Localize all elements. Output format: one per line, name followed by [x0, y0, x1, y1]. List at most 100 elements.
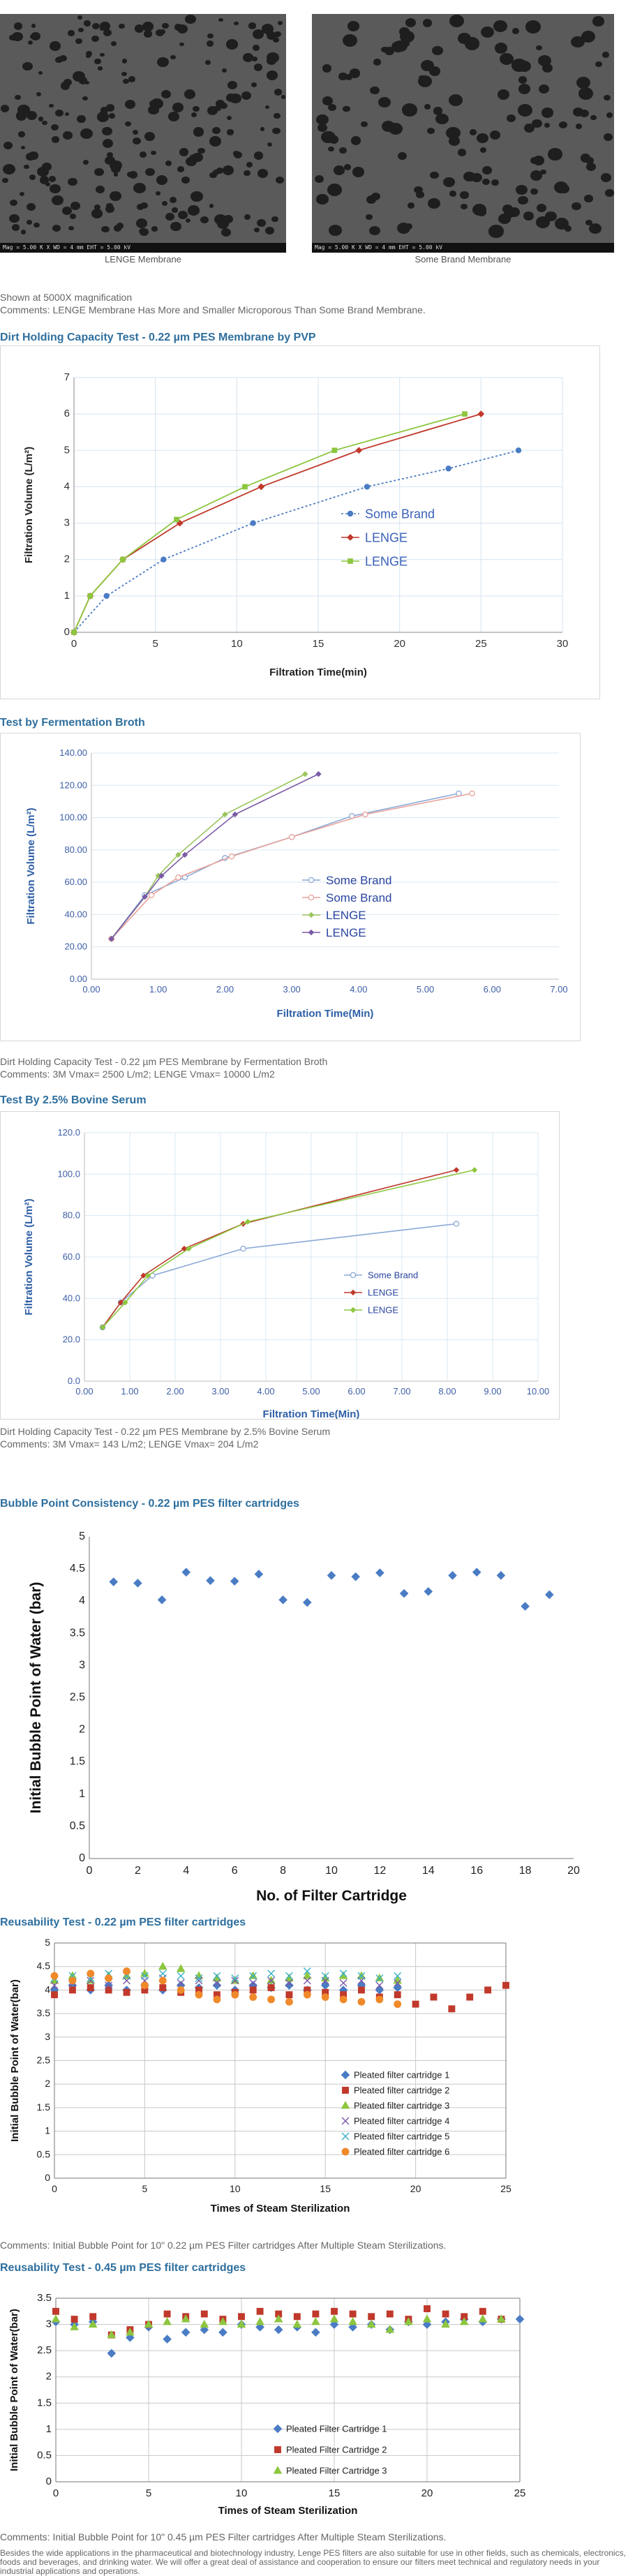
membrane-pore	[107, 151, 114, 158]
membrane-pore	[460, 191, 469, 199]
membrane-pore	[98, 66, 103, 70]
membrane-pore	[316, 114, 329, 125]
membrane-pore	[179, 147, 189, 156]
broth-note: Dirt Holding Capacity Test - 0.22 µm PES…	[0, 1056, 328, 1067]
y-tick-label: 5	[64, 444, 70, 456]
data-point	[304, 1986, 311, 1994]
membrane-pore	[212, 170, 219, 175]
y-tick-label: 1	[79, 1788, 85, 1800]
y-tick-label: 1	[46, 2423, 52, 2435]
membrane-pore	[402, 103, 417, 117]
y-tick-label: 100.00	[59, 812, 87, 823]
y-tick-label: 3.5	[37, 2292, 52, 2304]
data-point	[51, 2314, 61, 2323]
membrane-pore	[322, 64, 332, 73]
data-point	[329, 2314, 339, 2323]
data-point	[308, 894, 315, 901]
x-tick-label: 0.00	[82, 984, 100, 995]
data-point	[497, 2314, 506, 2323]
membrane-pore	[227, 129, 234, 135]
data-point	[274, 2446, 281, 2453]
membrane-pore	[19, 192, 24, 197]
membrane-pore	[10, 34, 17, 40]
data-point	[244, 1219, 251, 1225]
membrane-pore	[122, 59, 128, 64]
footer-paragraph: Besides the wide applications in the pha…	[0, 2548, 626, 2576]
data-point	[479, 2307, 486, 2315]
membrane-pore	[177, 166, 185, 173]
membrane-pore	[329, 135, 339, 144]
membrane-pore	[193, 106, 200, 112]
data-point	[160, 556, 167, 563]
data-point	[133, 1579, 142, 1588]
data-point	[412, 2000, 419, 2008]
y-tick-label: 3.5	[70, 1627, 85, 1639]
x-tick-label: 6.00	[348, 1386, 365, 1397]
membrane-pore	[253, 64, 263, 71]
membrane-pore	[536, 45, 543, 51]
membrane-pore	[170, 54, 177, 60]
membrane-pore	[274, 113, 281, 119]
membrane-pore	[329, 224, 342, 236]
membrane-pore	[580, 110, 590, 118]
data-point	[274, 2314, 283, 2323]
membrane-pore	[49, 184, 61, 194]
membrane-pore	[20, 230, 27, 234]
membrane-pore	[55, 57, 62, 63]
data-point	[285, 1979, 293, 1987]
membrane-pore	[327, 183, 342, 196]
membrane-pore	[105, 205, 114, 214]
series-line	[111, 793, 459, 939]
membrane-pore	[328, 146, 334, 152]
data-point	[327, 1571, 336, 1580]
membrane-pore	[498, 89, 510, 100]
membrane-pore	[110, 191, 121, 201]
data-point	[250, 520, 256, 526]
membrane-pore	[530, 170, 543, 181]
data-point	[175, 874, 181, 881]
data-point	[393, 1976, 403, 1984]
membrane-pore	[77, 115, 86, 123]
membrane-pore	[113, 172, 119, 177]
membrane-pore	[108, 113, 115, 119]
x-tick-label: 7.00	[393, 1386, 410, 1397]
data-point	[222, 811, 228, 818]
reuse22-comment: Comments: Initial Bubble Point for 10" 0…	[0, 2240, 447, 2251]
data-point	[303, 1598, 312, 1607]
membrane-pore	[590, 114, 597, 120]
data-point	[181, 2328, 190, 2337]
membrane-pore	[193, 127, 204, 137]
data-point	[228, 853, 235, 860]
data-point	[231, 1990, 239, 1999]
data-point	[311, 2317, 320, 2325]
membrane-pore	[200, 216, 209, 224]
membrane-pore	[207, 33, 214, 39]
data-point	[213, 1991, 221, 1999]
x-tick-label: 0	[52, 2183, 57, 2194]
membrane-pore	[398, 152, 408, 161]
data-point	[469, 790, 475, 797]
data-point	[321, 1972, 329, 1980]
data-point	[362, 811, 368, 818]
data-point	[302, 770, 308, 777]
data-point	[461, 2313, 468, 2321]
membrane-pore	[429, 171, 439, 179]
membrane-pore	[42, 121, 47, 126]
membrane-pore	[234, 21, 239, 25]
lenge-membrane-caption: LENGE Membrane	[105, 254, 181, 265]
y-tick-label: 3	[79, 1659, 85, 1671]
x-axis-label: Filtration Time(Min)	[263, 1408, 360, 1419]
membrane-pore	[547, 148, 562, 161]
series-line	[73, 449, 519, 633]
membrane-pore	[9, 214, 20, 223]
x-tick-label: 9.00	[484, 1386, 501, 1397]
membrane-pore	[373, 58, 382, 66]
membrane-pore	[530, 156, 539, 164]
lenge-membrane-image: Mag = 5.00 K X WD = 4 mm EHT = 5.00 kV	[0, 14, 286, 253]
membrane-pore	[12, 223, 20, 231]
data-point	[424, 2305, 431, 2312]
legend-entry: LENGE	[365, 530, 408, 544]
membrane-pore	[94, 58, 101, 64]
membrane-pore	[338, 73, 348, 80]
x-tick-label: 16	[470, 1865, 483, 1877]
